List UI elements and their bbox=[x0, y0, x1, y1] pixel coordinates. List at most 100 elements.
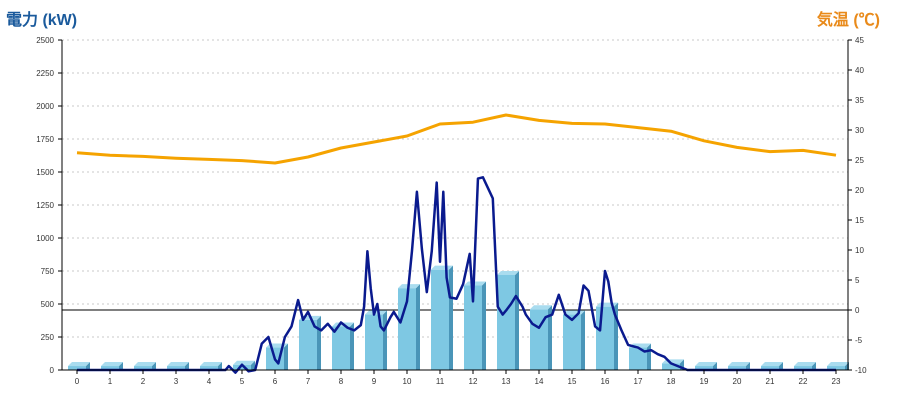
left-tick-label: 0 bbox=[50, 366, 55, 375]
left-tick-label: 2250 bbox=[36, 69, 54, 78]
right-tick-label: 5 bbox=[855, 276, 860, 285]
bar bbox=[101, 366, 119, 370]
right-tick-label: 40 bbox=[855, 66, 864, 75]
bar-side bbox=[185, 362, 189, 370]
bar-side bbox=[152, 362, 156, 370]
bar bbox=[200, 366, 218, 370]
left-tick-label: 1500 bbox=[36, 168, 54, 177]
x-tick-label: 5 bbox=[240, 377, 245, 386]
bar-side bbox=[812, 362, 816, 370]
x-tick-label: 12 bbox=[469, 377, 478, 386]
bar-top bbox=[134, 362, 156, 367]
grid-layer bbox=[62, 39, 848, 338]
bar-side bbox=[416, 284, 420, 370]
right-tick-label: -10 bbox=[855, 366, 867, 375]
bar-top bbox=[167, 362, 189, 367]
right-tick-label: 30 bbox=[855, 126, 864, 135]
bar-side bbox=[86, 362, 90, 370]
temperature-series-line bbox=[76, 113, 837, 165]
x-tick-label: 16 bbox=[601, 377, 610, 386]
bar-side bbox=[713, 362, 717, 370]
bar bbox=[299, 319, 317, 370]
power-series-line bbox=[77, 176, 836, 374]
bar-side bbox=[251, 360, 255, 370]
bar-side bbox=[218, 362, 222, 370]
x-tick-label: 18 bbox=[667, 377, 676, 386]
bar-top bbox=[68, 362, 90, 367]
x-tick-label: 15 bbox=[568, 377, 577, 386]
bar-side bbox=[317, 315, 321, 370]
left-tick-label: 2500 bbox=[36, 36, 54, 45]
bar-top bbox=[794, 362, 816, 367]
left-tick-label: 1000 bbox=[36, 234, 54, 243]
bar bbox=[662, 363, 680, 370]
bar-side bbox=[350, 322, 354, 370]
bar-side bbox=[746, 362, 750, 370]
bar-side bbox=[482, 281, 486, 370]
bar bbox=[695, 366, 713, 370]
bar bbox=[794, 366, 812, 370]
right-tick-label: 20 bbox=[855, 186, 864, 195]
right-axis-title: 気温 (℃) bbox=[816, 12, 880, 29]
bar-side bbox=[647, 343, 651, 370]
bars-layer bbox=[68, 265, 849, 370]
right-tick-label: 45 bbox=[855, 36, 864, 45]
bar-side bbox=[515, 270, 519, 370]
bar bbox=[233, 364, 251, 370]
x-tick-label: 19 bbox=[700, 377, 709, 386]
bar-side bbox=[383, 310, 387, 370]
bar-top bbox=[530, 305, 552, 310]
x-tick-label: 22 bbox=[799, 377, 808, 386]
bar bbox=[167, 366, 185, 370]
bar bbox=[728, 366, 746, 370]
bar-top bbox=[200, 362, 222, 367]
bar bbox=[563, 314, 581, 370]
bar bbox=[134, 366, 152, 370]
bar bbox=[398, 288, 416, 370]
x-tick-label: 1 bbox=[108, 377, 113, 386]
x-tick-label: 14 bbox=[535, 377, 544, 386]
bar-top bbox=[233, 360, 255, 365]
right-tick-label: 25 bbox=[855, 156, 864, 165]
bar-top bbox=[497, 270, 519, 275]
right-tick-label: -5 bbox=[855, 336, 863, 345]
right-tick-label: 0 bbox=[855, 306, 860, 315]
bar-side bbox=[284, 343, 288, 370]
x-tick-label: 0 bbox=[75, 377, 80, 386]
bar bbox=[464, 285, 482, 370]
bar-side bbox=[449, 265, 453, 370]
x-tick-label: 10 bbox=[403, 377, 412, 386]
bar-top bbox=[365, 310, 387, 315]
x-tick-label: 21 bbox=[766, 377, 775, 386]
bar-side bbox=[119, 362, 123, 370]
x-tick-label: 3 bbox=[174, 377, 179, 386]
left-tick-label: 750 bbox=[41, 267, 55, 276]
x-tick-label: 7 bbox=[306, 377, 311, 386]
bar-side bbox=[779, 362, 783, 370]
bar bbox=[332, 326, 350, 370]
bar-top bbox=[464, 281, 486, 286]
bar-side bbox=[581, 310, 585, 370]
left-tick-label: 250 bbox=[41, 333, 55, 342]
bar-top bbox=[728, 362, 750, 367]
bar bbox=[68, 366, 86, 370]
axis-layer: 02505007501000125015001750200022502500-1… bbox=[36, 36, 867, 386]
lines-layer bbox=[76, 113, 837, 374]
left-tick-label: 1750 bbox=[36, 135, 54, 144]
x-tick-label: 11 bbox=[436, 377, 445, 386]
x-tick-label: 9 bbox=[372, 377, 377, 386]
bar bbox=[629, 347, 647, 370]
right-tick-label: 35 bbox=[855, 96, 864, 105]
bar bbox=[431, 269, 449, 370]
x-tick-label: 17 bbox=[634, 377, 643, 386]
bar-top bbox=[761, 362, 783, 367]
bar bbox=[827, 366, 845, 370]
x-tick-label: 4 bbox=[207, 377, 212, 386]
left-tick-label: 2000 bbox=[36, 102, 54, 111]
bar bbox=[497, 274, 515, 370]
x-tick-label: 20 bbox=[733, 377, 742, 386]
x-tick-label: 13 bbox=[502, 377, 511, 386]
bar-top bbox=[827, 362, 849, 367]
bar bbox=[596, 306, 614, 370]
